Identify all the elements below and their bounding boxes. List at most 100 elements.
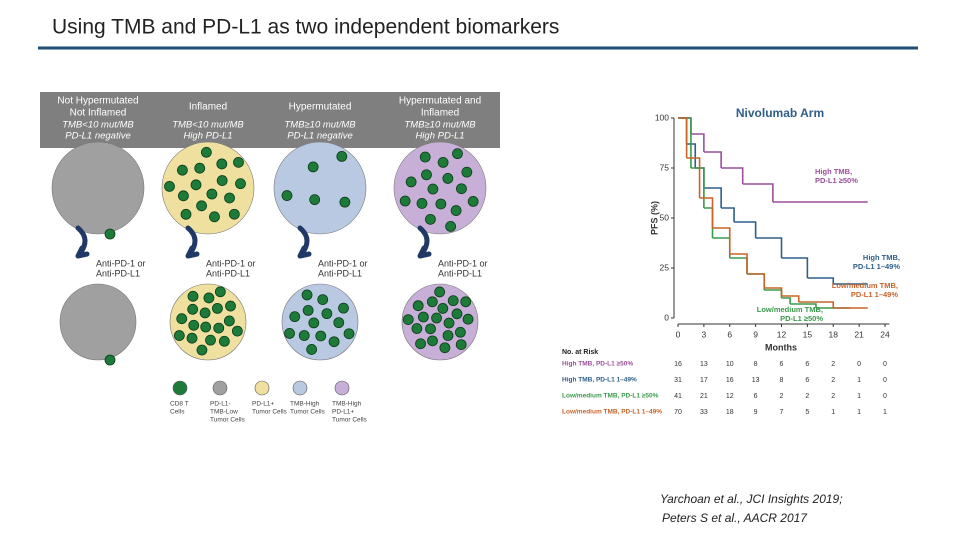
tumor-cluster bbox=[59, 283, 137, 361]
x-tick-label: 12 bbox=[777, 329, 787, 339]
risk-count: 16 bbox=[674, 361, 682, 368]
x-tick-label: 6 bbox=[727, 329, 732, 339]
curve-label: PD-L1 1–49% bbox=[853, 262, 900, 271]
cd8-cell bbox=[412, 300, 424, 312]
risk-count: 18 bbox=[726, 409, 734, 416]
legend-label: CD8 T bbox=[170, 401, 189, 408]
km-step bbox=[742, 183, 774, 202]
x-tick-label: 0 bbox=[676, 329, 681, 339]
cd8-cell bbox=[200, 321, 212, 333]
km-step bbox=[678, 117, 692, 168]
cd8-cell bbox=[223, 315, 235, 327]
cd8-cell bbox=[177, 164, 188, 176]
legend-icon bbox=[212, 380, 228, 396]
km-step bbox=[755, 237, 783, 258]
legend-label: PD-L1+ bbox=[332, 409, 354, 416]
curve-label: PD-L1 1–49% bbox=[851, 290, 898, 299]
cd8-cell bbox=[427, 335, 438, 347]
cd8-cell bbox=[224, 192, 235, 204]
cd8-cell bbox=[281, 190, 293, 201]
column-heading: Inflamed bbox=[189, 102, 227, 113]
tumor-cluster bbox=[51, 141, 145, 235]
legend-label: TMB-Low bbox=[210, 409, 238, 416]
cd8-cell bbox=[178, 190, 189, 202]
tumor-cluster bbox=[393, 141, 487, 235]
cd8-cell bbox=[447, 295, 459, 307]
km-step bbox=[729, 257, 748, 274]
column-criteria: TMB≥10 mut/MB bbox=[284, 120, 356, 131]
risk-count: 2 bbox=[805, 393, 809, 400]
risk-count: 0 bbox=[883, 361, 887, 368]
risk-count: 17 bbox=[700, 377, 708, 384]
risk-count: 41 bbox=[674, 393, 682, 400]
risk-count: 0 bbox=[883, 377, 887, 384]
cd8-cell bbox=[200, 146, 212, 158]
risk-count: 1 bbox=[857, 377, 861, 384]
risk-count: 2 bbox=[780, 393, 784, 400]
risk-row-label: Low/medium TMB, PD-L1 ≥50% bbox=[562, 393, 659, 400]
cd8-cell bbox=[213, 322, 225, 334]
cd8-cell bbox=[216, 175, 228, 186]
risk-row-label: Low/medium TMB, PD-L1 1–49% bbox=[562, 409, 662, 416]
y-axis-label: PFS (%) bbox=[649, 201, 659, 235]
risk-count: 13 bbox=[700, 361, 708, 368]
cd8-cell bbox=[442, 173, 454, 184]
legend-icon bbox=[172, 380, 188, 396]
risk-count: 8 bbox=[754, 361, 758, 368]
cd8-cell bbox=[205, 334, 216, 346]
risk-count: 21 bbox=[700, 393, 708, 400]
km-step bbox=[747, 273, 766, 288]
treatment-arrow bbox=[75, 225, 90, 259]
column-criteria: High PD-L1 bbox=[183, 131, 232, 142]
cd8-cell bbox=[333, 317, 345, 329]
curve-label: PD-L1 ≥50% bbox=[815, 176, 858, 185]
risk-count: 31 bbox=[674, 377, 682, 384]
km-step bbox=[781, 297, 791, 304]
km-step bbox=[781, 257, 809, 278]
legend-label: Tumor Cells bbox=[332, 417, 368, 424]
km-step bbox=[686, 157, 701, 198]
legend-label: Tumor Cells bbox=[210, 417, 246, 424]
cd8-cell bbox=[317, 294, 329, 305]
cd8-cell bbox=[284, 327, 295, 339]
cd8-cell bbox=[199, 307, 211, 319]
cd8-cell bbox=[416, 198, 428, 209]
curve-label: High TMB, bbox=[863, 253, 900, 262]
risk-count: 6 bbox=[805, 361, 809, 368]
x-tick-label: 24 bbox=[880, 329, 890, 339]
cd8-cell bbox=[164, 180, 175, 192]
cd8-cell bbox=[445, 220, 457, 232]
cd8-cell bbox=[187, 303, 199, 315]
km-step bbox=[798, 301, 835, 308]
cd8-cell bbox=[467, 195, 479, 207]
treatment-label: Anti-PD-L1 bbox=[96, 268, 140, 278]
treatment-label: Anti-PD-1 or bbox=[206, 258, 256, 268]
cd8-cell bbox=[104, 228, 116, 240]
treatment-arrow bbox=[297, 225, 312, 259]
cd8-cell bbox=[450, 205, 462, 216]
cd8-cell bbox=[431, 312, 442, 324]
cd8-cell bbox=[233, 156, 244, 168]
cd8-cell bbox=[336, 150, 348, 162]
cd8-cell bbox=[451, 308, 463, 320]
cd8-cell bbox=[309, 194, 321, 206]
risk-count: 6 bbox=[805, 377, 809, 384]
cd8-cell bbox=[218, 335, 230, 347]
km-step bbox=[678, 117, 692, 134]
y-tick-label: 50 bbox=[660, 212, 670, 222]
column-criteria: PD-L1 negative bbox=[65, 131, 130, 142]
cd8-cell bbox=[339, 196, 351, 208]
cd8-cell bbox=[454, 326, 466, 338]
cd8-cell bbox=[104, 354, 116, 366]
km-step bbox=[712, 227, 731, 254]
risk-row-label: High TMB, PD-L1 ≥50% bbox=[562, 361, 633, 368]
cd8-cell bbox=[452, 148, 463, 160]
legend-label: Tumor Cells bbox=[290, 409, 326, 416]
cd8-cell bbox=[306, 344, 318, 355]
cd8-cell bbox=[209, 211, 220, 223]
treatment-label: Anti-PD-1 or bbox=[318, 258, 368, 268]
cd8-cell bbox=[186, 332, 198, 344]
diagram-header bbox=[40, 92, 500, 148]
cd8-cell bbox=[321, 308, 333, 320]
cd8-cell bbox=[426, 296, 438, 308]
